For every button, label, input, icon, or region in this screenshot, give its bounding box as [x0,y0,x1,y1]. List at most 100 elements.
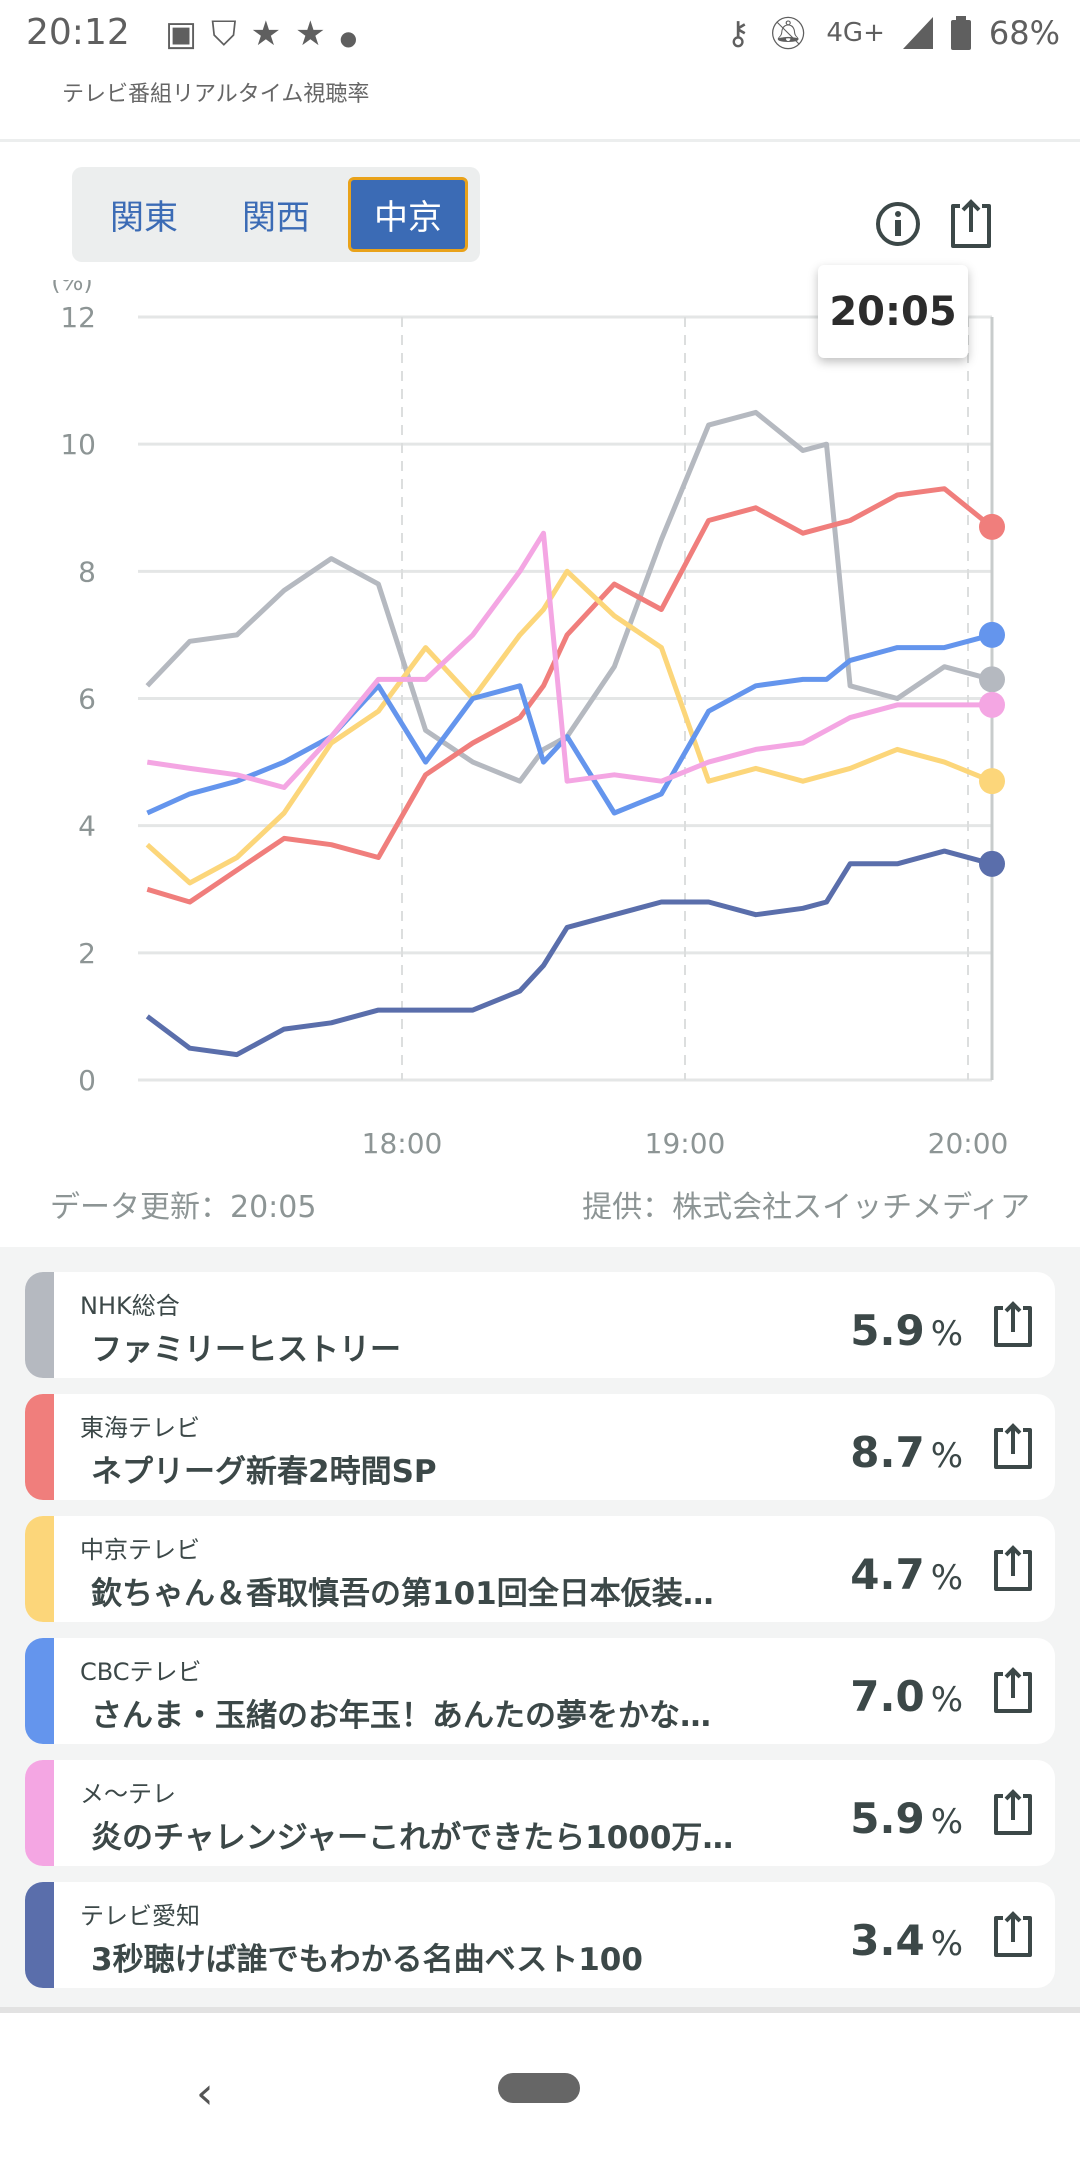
program-title: 炎のチャレンジャーこれができたら1000万… [91,1820,734,1856]
back-button[interactable]: ‹ [196,2068,214,2119]
station-color-bar [25,1394,54,1500]
rating-number: 5.9 [850,1794,925,1843]
time-tooltip: 20:05 [818,265,968,358]
rating-unit: % [930,1436,963,1476]
station-name: テレビ愛知 [80,1902,200,1930]
program-card[interactable]: 中京テレビ 欽ちゃん＆香取慎吾の第101回全日本仮装… 4.7% [25,1516,1055,1622]
star-icon: ★ [250,14,296,54]
region-selector: 関東 関西 中京 [72,167,480,262]
notification-icons: ▣⛉★★● [165,14,371,54]
info-icon[interactable] [873,196,923,252]
series-line [146,530,992,790]
station-color-bar [25,1272,54,1378]
series-line [146,632,993,816]
x-tick-label: 19:00 [645,1127,726,1160]
y-tick-label: 10 [60,428,96,461]
series-end-dot [979,666,1005,693]
rating-unit: % [930,1802,963,1842]
share-icon[interactable] [991,1544,1035,1594]
y-tick-label: 8 [78,555,96,588]
data-updated: データ更新：20:05 [50,1190,317,1225]
station-name: NHK総合 [80,1292,180,1320]
network-type: 4G+ [826,18,885,48]
station-color-bar [25,1638,54,1744]
program-card[interactable]: 東海テレビ ネプリーグ新春2時間SP 8.7% [25,1394,1055,1500]
region-tab-chukyo[interactable]: 中京 [348,177,468,252]
star-icon: ★ [295,14,340,54]
share-icon[interactable] [991,1788,1035,1838]
program-card[interactable]: メ〜テレ 炎のチャレンジャーこれができたら1000万… 5.9% [25,1760,1055,1866]
app-subtitle: テレビ番組リアルタイム視聴率 [62,82,370,107]
vpn-key-icon: ⚷ [726,14,750,52]
divider [0,139,1080,142]
program-card[interactable]: テレビ愛知 3秒聴けば誰でもわかる名曲ベスト100 3.4% [25,1882,1055,1988]
x-tick-label: 18:00 [362,1127,443,1160]
program-title: 3秒聴けば誰でもわかる名曲ベスト100 [91,1942,643,1978]
rating-unit: % [930,1680,963,1720]
program-card[interactable]: NHK総合 ファミリーヒストリー 5.9% [25,1272,1055,1378]
series-line [146,486,994,905]
series-end-dot [979,621,1005,648]
program-list: NHK総合 ファミリーヒストリー 5.9% 東海テレビ ネプリーグ新春2時間SP… [0,1247,1080,2007]
station-name: 中京テレビ [80,1536,200,1564]
y-tick-label: 4 [78,810,96,843]
image-icon: ▣ [165,14,212,54]
program-title: ネプリーグ新春2時間SP [91,1454,437,1490]
status-bar: 20:12 ▣⛉★★● ⚷ 🔕︎ 4G+ 68% [0,0,1080,70]
battery-level: 68% [988,14,1060,52]
series-line [145,568,993,886]
rating-unit: % [930,1924,963,1964]
program-title: 欽ちゃん＆香取慎吾の第101回全日本仮装… [91,1576,714,1612]
series-end-dot [979,691,1005,718]
share-icon[interactable] [991,1422,1035,1472]
share-icon[interactable] [946,196,996,252]
bell-off-icon: 🔕︎ [767,14,809,52]
rating-value: 4.7% [850,1550,963,1599]
series-end-dot [979,768,1005,795]
rating-number: 8.7 [850,1428,925,1477]
data-provider: 提供：株式会社スイッチメディア [582,1190,1030,1225]
rating-unit: % [930,1558,963,1598]
rating-unit: % [930,1314,963,1354]
region-tab-kanto[interactable]: 関東 [110,198,178,238]
station-name: CBCテレビ [80,1658,202,1686]
y-tick-label: 2 [78,937,96,970]
rating-number: 4.7 [850,1550,925,1599]
rating-value: 8.7% [850,1428,963,1477]
status-time: 20:12 [26,12,130,53]
share-icon[interactable] [991,1300,1035,1350]
share-icon[interactable] [991,1666,1035,1716]
region-tab-kansai[interactable]: 関西 [242,198,310,238]
rating-number: 5.9 [850,1306,925,1355]
series-line [145,409,993,784]
system-icons: ⚷ 🔕︎ 4G+ 68% [726,14,1060,52]
x-tick-label: 20:00 [928,1127,1009,1160]
rating-number: 7.0 [850,1672,925,1721]
y-tick-label: 0 [78,1064,96,1097]
y-tick-label: 12 [60,301,96,334]
series-end-dot [979,850,1005,877]
y-tick-label: 6 [78,683,96,716]
station-color-bar [25,1882,54,1988]
battery-icon [950,16,971,50]
station-name: 東海テレビ [80,1414,200,1442]
program-title: さんま・玉緒のお年玉！あんたの夢をかな… [91,1698,711,1734]
rating-value: 5.9% [850,1306,963,1355]
home-button[interactable] [498,2073,580,2103]
shield-check-icon: ⛉ [211,14,251,54]
signal-icon [902,17,933,49]
share-icon[interactable] [991,1910,1035,1960]
series-line [145,848,993,1058]
ratings-chart: (%) 0 2 4 6 8 10 12 18:00 19:00 20:00 [51,280,1009,1160]
rating-value: 3.4% [850,1916,963,1965]
series-end-dot [979,513,1005,540]
station-name: メ〜テレ [80,1780,176,1808]
y-axis-label: (%) [51,280,93,296]
rating-value: 7.0% [850,1672,963,1721]
station-color-bar [25,1516,54,1622]
program-title: ファミリーヒストリー [91,1332,401,1368]
station-color-bar [25,1760,54,1866]
program-card[interactable]: CBCテレビ さんま・玉緒のお年玉！あんたの夢をかな… 7.0% [25,1638,1055,1744]
rating-number: 3.4 [850,1916,925,1965]
dot-icon: ● [339,26,372,50]
